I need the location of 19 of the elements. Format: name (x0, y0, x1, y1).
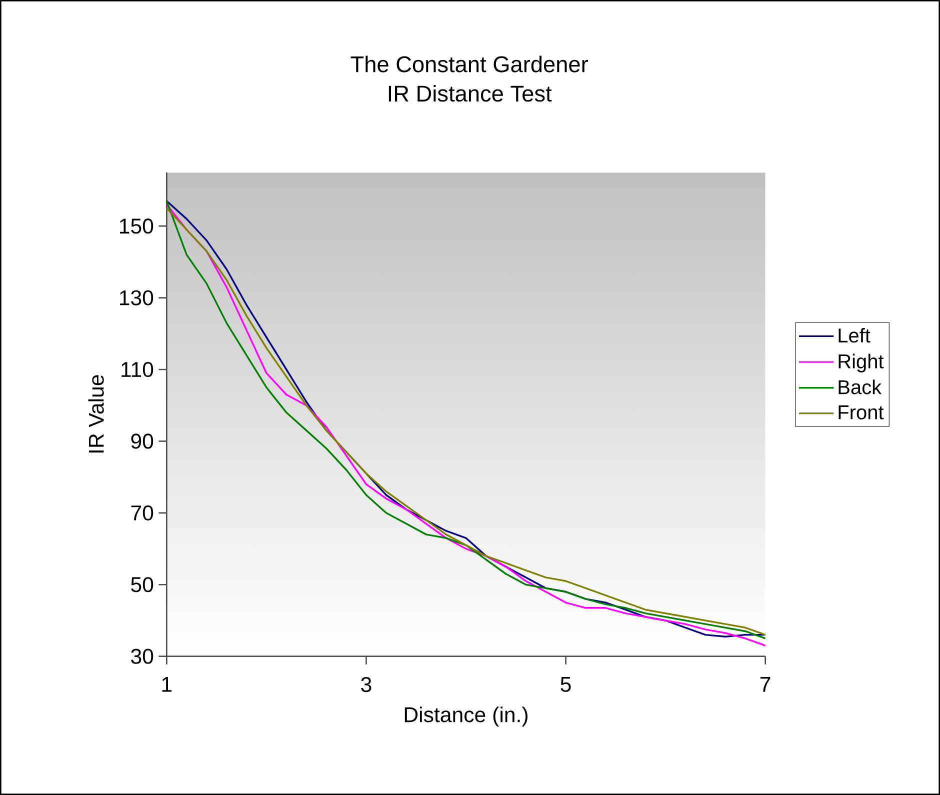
y-tick-label: 30 (131, 648, 154, 664)
y-axis-title: IR Value (88, 375, 104, 452)
x-axis-title: Distance (in.) (404, 706, 528, 726)
legend-label: Left (838, 328, 870, 343)
y-tick-label: 150 (120, 218, 154, 234)
legend-label: Back (838, 380, 882, 394)
x-tick-label: 5 (560, 677, 571, 692)
y-tick-label: 110 (122, 362, 154, 378)
legend-label: Right (838, 354, 884, 372)
y-tick-label: 130 (120, 290, 154, 306)
x-tick-label: 1 (162, 677, 172, 692)
x-tick-label: 7 (760, 677, 770, 692)
legend-label: Front (838, 405, 884, 420)
chart-title: The Constant Gardener (350, 56, 588, 72)
chart-subtitle: IR Distance Test (388, 85, 552, 102)
y-tick-label: 70 (131, 505, 154, 520)
y-tick-label: 50 (131, 577, 154, 592)
x-tick-label: 3 (361, 677, 372, 692)
y-tick-label: 90 (131, 434, 154, 449)
